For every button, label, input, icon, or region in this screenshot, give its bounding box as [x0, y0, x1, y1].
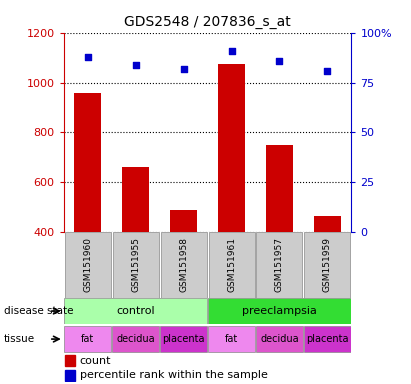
- Bar: [208, 298, 351, 324]
- Text: tissue: tissue: [4, 334, 35, 344]
- Bar: [122, 167, 149, 232]
- Bar: [65, 370, 75, 381]
- Bar: [305, 232, 351, 298]
- Point: [132, 61, 139, 68]
- Bar: [64, 326, 111, 352]
- Text: disease state: disease state: [4, 306, 74, 316]
- Bar: [208, 232, 254, 298]
- Bar: [161, 232, 207, 298]
- Bar: [256, 326, 303, 352]
- Text: fat: fat: [225, 334, 238, 344]
- Text: GSM151955: GSM151955: [131, 237, 140, 293]
- Text: GSM151957: GSM151957: [275, 237, 284, 293]
- Title: GDS2548 / 207836_s_at: GDS2548 / 207836_s_at: [124, 15, 291, 29]
- Text: decidua: decidua: [260, 334, 299, 344]
- Bar: [64, 298, 207, 324]
- Text: GSM151958: GSM151958: [179, 237, 188, 293]
- Bar: [112, 326, 159, 352]
- Bar: [171, 210, 197, 232]
- Text: placenta: placenta: [306, 334, 349, 344]
- Point: [228, 48, 235, 54]
- Bar: [304, 326, 351, 352]
- Point: [180, 66, 187, 72]
- Bar: [208, 326, 255, 352]
- Point: [276, 58, 283, 64]
- Text: percentile rank within the sample: percentile rank within the sample: [79, 370, 268, 380]
- Text: decidua: decidua: [116, 334, 155, 344]
- Bar: [113, 232, 159, 298]
- Text: placenta: placenta: [162, 334, 205, 344]
- Bar: [65, 232, 111, 298]
- Text: GSM151960: GSM151960: [83, 237, 92, 293]
- Text: GSM151961: GSM151961: [227, 237, 236, 293]
- Text: fat: fat: [81, 334, 94, 344]
- Bar: [218, 64, 245, 232]
- Bar: [160, 326, 207, 352]
- Bar: [256, 232, 302, 298]
- Point: [324, 68, 331, 74]
- Point: [84, 53, 91, 60]
- Bar: [65, 355, 75, 366]
- Text: GSM151959: GSM151959: [323, 237, 332, 293]
- Bar: [266, 145, 293, 232]
- Text: control: control: [116, 306, 155, 316]
- Bar: [314, 216, 341, 232]
- Text: preeclampsia: preeclampsia: [242, 306, 317, 316]
- Text: count: count: [79, 356, 111, 366]
- Bar: [74, 93, 101, 232]
